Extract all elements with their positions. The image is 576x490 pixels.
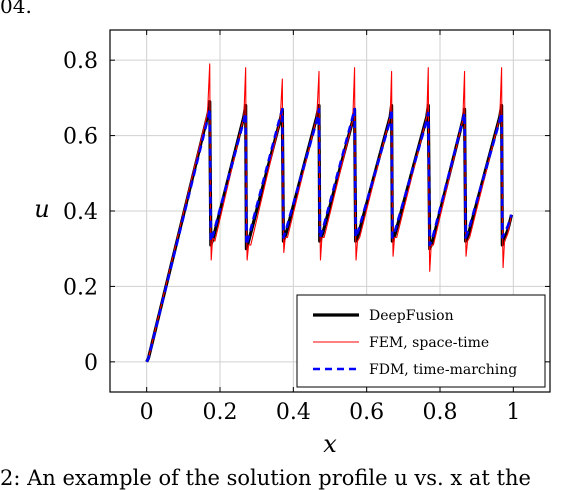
legend-box	[296, 294, 546, 388]
y-tick-label: 0.4	[63, 200, 98, 225]
ticks: 0 0.2 0.4 0.6 0.8 1 0 0.2 0.4 0.6 0.8	[63, 30, 550, 425]
figure-caption-fragment: 2: An example of the solution profile u …	[0, 466, 531, 490]
legend: DeepFusion FEM, space-time FDM, time-mar…	[296, 294, 546, 388]
plot-lines	[145, 63, 514, 363]
legend-label-fem: FEM, space-time	[369, 335, 489, 351]
page-header-fragment: 04.	[0, 0, 32, 18]
x-tick-label: 0.2	[203, 400, 238, 425]
x-axis-label: x	[323, 430, 337, 458]
y-tick-label: 0	[84, 351, 98, 376]
x-tick-label: 0	[140, 400, 154, 425]
y-tick-label: 0.2	[63, 275, 98, 300]
x-tick-label: 0.8	[423, 400, 458, 425]
legend-label-fdm: FDM, time-marching	[369, 362, 517, 378]
x-tick-label: 1	[506, 400, 520, 425]
chart: 0 0.2 0.4 0.6 0.8 1 0 0.2 0.4 0.6 0.8 x u DeepFusi…	[34, 29, 551, 458]
legend-label-deepfusion: DeepFusion	[369, 308, 454, 324]
x-tick-label: 0.4	[276, 400, 311, 425]
y-tick-label: 0.8	[63, 49, 98, 74]
y-axis-label: u	[34, 195, 49, 223]
y-tick-label: 0.6	[63, 125, 98, 150]
series-fdm-line	[145, 107, 513, 363]
x-tick-label: 0.6	[349, 400, 384, 425]
